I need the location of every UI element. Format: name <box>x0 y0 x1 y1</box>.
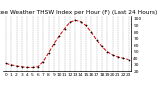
Title: Milwaukee Weather THSW Index per Hour (F) (Last 24 Hours): Milwaukee Weather THSW Index per Hour (F… <box>0 10 157 15</box>
